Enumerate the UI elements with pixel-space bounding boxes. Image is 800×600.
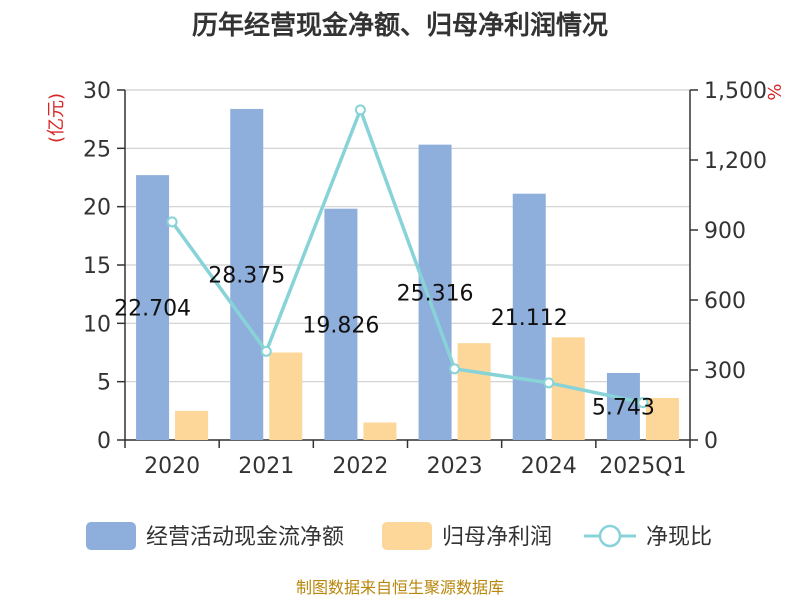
bars — [136, 108, 679, 440]
x-tick-label: 2020 — [144, 454, 200, 479]
y-left-tick-label: 0 — [97, 429, 111, 454]
legend-swatch-net-profit — [382, 522, 432, 550]
bar-net-profit — [269, 352, 303, 440]
bar-operating-cash-flow — [418, 144, 452, 440]
data-label: 28.375 — [208, 263, 285, 288]
data-label: 5.743 — [592, 395, 655, 420]
y-right-tick-label: 0 — [704, 429, 718, 454]
data-label: 21.112 — [491, 306, 568, 331]
bar-net-profit — [645, 398, 679, 440]
legend-label-net-profit: 归母净利润 — [442, 525, 552, 550]
source-note: 制图数据来自恒生聚源数据库 — [296, 578, 504, 597]
grid — [125, 89, 690, 441]
ratio-point — [637, 397, 649, 409]
y-left-unit: (亿元) — [46, 93, 67, 143]
x-tick-label: 2023 — [427, 454, 483, 479]
bar-operating-cash-flow — [136, 175, 170, 440]
legend-label-operating-cash-flow: 经营活动现金流净额 — [146, 525, 344, 550]
y-right-tick-label: 300 — [704, 359, 746, 384]
ratio-point — [260, 345, 272, 357]
legend-label-ratio: 净现比 — [646, 525, 712, 550]
ratio-point — [543, 377, 555, 389]
data-labels: 22.704 28.375 19.826 25.316 21.112 5.743 — [114, 263, 655, 420]
legend-swatch-operating-cash-flow — [86, 522, 136, 550]
y-right-tick-label: 900 — [704, 219, 746, 244]
y-left-tick-label: 5 — [97, 371, 111, 396]
data-label: 19.826 — [302, 313, 379, 338]
y-left-tick-label: 15 — [83, 254, 111, 279]
legend: 经营活动现金流净额 归母净利润 净现比 — [86, 522, 712, 550]
ratio-point — [166, 216, 178, 228]
axes: 05101520253003006009001,2001,500(亿元)%202… — [46, 79, 784, 479]
y-left-tick-label: 20 — [83, 196, 111, 221]
legend-marker-ratio — [598, 524, 622, 548]
x-tick-label: 2025Q1 — [599, 454, 686, 479]
y-right-tick-label: 1,200 — [704, 149, 767, 174]
ratio-line — [166, 104, 649, 409]
y-left-tick-label: 10 — [83, 312, 111, 337]
x-tick-label: 2021 — [238, 454, 294, 479]
bar-operating-cash-flow — [606, 372, 640, 440]
bar-net-profit — [175, 410, 209, 440]
data-label: 25.316 — [397, 281, 474, 306]
x-tick-label: 2024 — [521, 454, 577, 479]
ratio-line-path — [170, 104, 644, 405]
ratio-point — [449, 363, 461, 375]
bar-operating-cash-flow — [324, 208, 358, 440]
x-tick-label: 2022 — [332, 454, 388, 479]
y-left-tick-label: 30 — [83, 79, 111, 104]
data-label: 22.704 — [114, 297, 191, 322]
chart-title: 历年经营现金净额、归母净利润情况 — [192, 10, 608, 41]
bar-operating-cash-flow — [230, 108, 264, 440]
y-right-tick-label: 1,500 — [704, 79, 767, 104]
bar-operating-cash-flow — [512, 193, 546, 440]
y-right-tick-label: 600 — [704, 289, 746, 314]
bar-net-profit — [363, 422, 397, 440]
bar-net-profit — [457, 343, 491, 440]
y-left-tick-label: 25 — [83, 137, 111, 162]
ratio-point — [354, 104, 366, 116]
y-right-unit: % — [763, 83, 784, 100]
